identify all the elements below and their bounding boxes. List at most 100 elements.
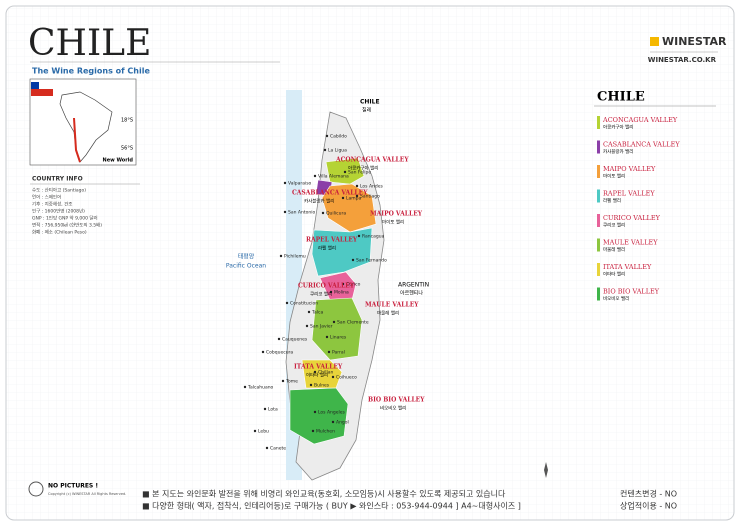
city-label: Rancagua — [362, 234, 385, 240]
city-label: Chillan — [318, 370, 334, 376]
legend-swatch — [597, 263, 600, 276]
city-label: Curico — [346, 282, 361, 288]
city-label: Lampa — [346, 196, 362, 202]
legend-name: BIO BIO VALLEY — [603, 288, 660, 296]
legend-kr: 카사블랑카 밸리 — [603, 148, 633, 155]
legend-name: CURICO VALLEY — [603, 214, 661, 222]
region-area — [289, 387, 349, 445]
city-dot — [283, 210, 287, 214]
region-label-kr: 마울레 밸리 — [377, 310, 399, 317]
legend-kr: 이타타 밸리 — [603, 271, 625, 278]
info-title: COUNTRY INFO — [32, 176, 83, 183]
legend-swatch — [597, 189, 600, 203]
city-label: Cauquenes — [282, 337, 308, 343]
city-label: Cobquecura — [266, 350, 293, 356]
lat: 56°S — [121, 146, 133, 152]
city-dot — [332, 320, 336, 324]
city-label: Santiago — [360, 194, 380, 200]
city-label: Canete — [270, 446, 286, 452]
site: WINESTAR.CO.KR — [648, 56, 717, 64]
legend-kr: 라펠 밸리 — [603, 197, 621, 204]
flag-note: 컨텐츠변경 - NO — [620, 489, 677, 499]
legend-name: MAIPO VALLEY — [603, 165, 656, 173]
city-label: Molina — [334, 290, 349, 296]
city-label: San Fernando — [356, 258, 387, 264]
legend-name: RAPEL VALLEY — [603, 190, 655, 198]
city-label: Talca — [311, 310, 323, 316]
region-label-kr: 비오비오 밸리 — [380, 405, 406, 412]
city-dot — [331, 420, 335, 424]
legend-swatch — [597, 165, 600, 178]
city-dot — [355, 194, 359, 198]
city-dot — [331, 375, 335, 379]
region-label: CASABLANCA VALLEY — [292, 190, 368, 197]
city-dot — [279, 254, 283, 258]
info-line: 화폐 : 페소 (Chilean Peso) — [32, 229, 87, 236]
copyright: Copyright (c) WINESTAR All Rights Reserv… — [48, 492, 126, 496]
region-area — [301, 359, 343, 389]
city-dot — [321, 211, 325, 215]
country-label-kr: 칠레 — [362, 107, 372, 114]
logo-icon — [650, 37, 659, 46]
legend-name: MAULE VALLEY — [603, 239, 658, 247]
city-dot — [341, 282, 345, 286]
region-label-kr: 마이포 밸리 — [382, 219, 404, 226]
region-label-kr: 카사블랑카 밸리 — [304, 198, 334, 205]
region-label: RAPEL VALLEY — [306, 237, 358, 244]
city-label: Pichilemu — [284, 254, 306, 260]
city-dot — [343, 170, 347, 174]
city-dot — [325, 335, 329, 339]
region-area — [311, 227, 373, 277]
legend-kr: 마이포 밸리 — [603, 173, 625, 180]
lat: 18°S — [121, 118, 133, 124]
region-label-kr: 아콩카구아 밸리 — [348, 165, 378, 172]
city-dot — [309, 383, 313, 387]
city-dot — [357, 234, 361, 238]
city-label: Constitucion — [290, 301, 318, 307]
region-label-kr: 쿠리코 밸리 — [310, 291, 332, 298]
ocean-label: Pacific Ocean — [226, 263, 266, 270]
info-line: 인구 : 1600만명 (2008년) — [32, 208, 85, 215]
inset-label: New World — [103, 158, 134, 164]
city-label: San Javier — [310, 324, 333, 330]
region-label: ACONCAGUA VALLEY — [335, 157, 409, 164]
city-dot — [265, 446, 269, 450]
legend-swatch — [597, 238, 600, 252]
neighbor-label-kr: 아르헨티나 — [400, 290, 423, 297]
city-dot — [351, 258, 355, 262]
city-dot — [313, 174, 317, 178]
city-dot — [305, 324, 309, 328]
note: ■ 다양한 형태( 액자, 접착식, 인테리어등)로 구매가능 ( BUY ▶ … — [142, 501, 521, 511]
city-dot — [327, 350, 331, 354]
icon — [28, 481, 44, 497]
city-dot — [253, 429, 257, 433]
info-line: 면적 : 756,950㎢ (한반도의 3.5배) — [32, 222, 102, 229]
city-dot — [277, 337, 281, 341]
city-dot — [325, 134, 329, 138]
city-dot — [355, 184, 359, 188]
legend-swatch — [597, 116, 600, 129]
legend-name: CASABLANCA VALLEY — [603, 141, 680, 149]
region-area — [321, 183, 377, 233]
city-label: Angol — [336, 420, 349, 426]
city-label: Lebu — [258, 429, 269, 435]
city-label: Villa Alemana — [318, 174, 349, 180]
info-line: 수도 : 산티아고 (Santiago) — [32, 187, 86, 194]
city-label: San Felipe — [348, 170, 371, 176]
city-label: Lota — [268, 407, 278, 413]
city-label: Los Andes — [360, 184, 384, 190]
legend-swatch — [597, 214, 600, 227]
city-label: Coihueco — [336, 375, 357, 381]
city-dot — [263, 407, 267, 411]
city-dot — [323, 148, 327, 152]
continent — [59, 91, 113, 163]
region-area — [319, 271, 357, 301]
chile-mark — [73, 117, 81, 163]
region-label: MAIPO VALLEY — [370, 211, 423, 218]
city-dot — [329, 290, 333, 294]
legend-name: ITATA VALLEY — [603, 263, 652, 271]
city-label: San Antonio — [288, 210, 315, 216]
info-line: GNP : 1인당 GNP 약 9,000 달러 — [32, 215, 98, 222]
region-label: ITATA VALLEY — [294, 364, 343, 371]
city-label: Quilicura — [326, 211, 346, 217]
